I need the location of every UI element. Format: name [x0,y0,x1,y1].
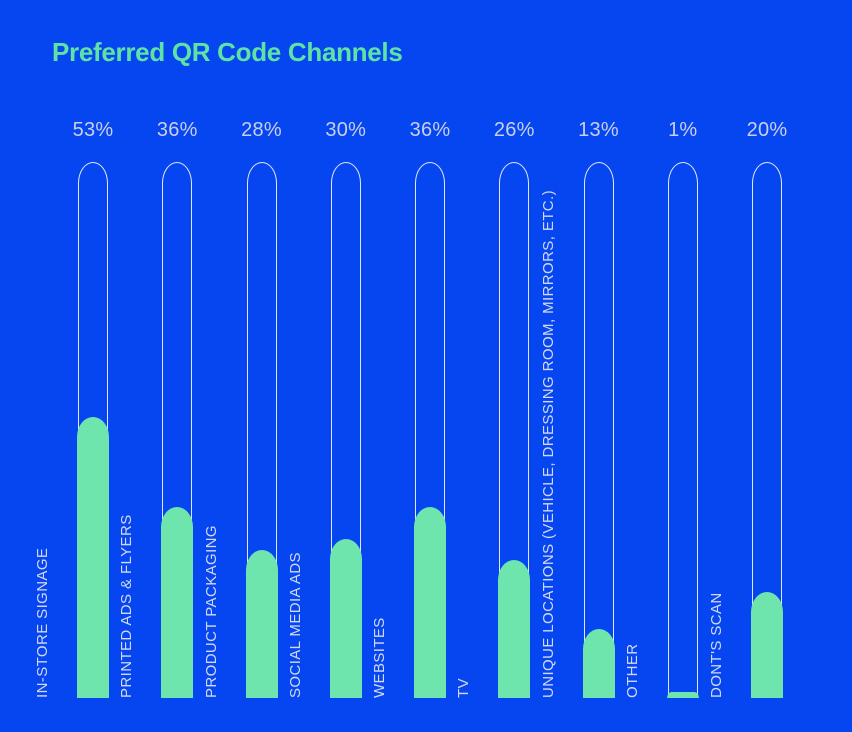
bar-category-label: WEBSITES [371,617,388,698]
bar-tube [499,162,530,698]
bar-category-label: TV [455,678,473,698]
bar-fill [161,507,194,698]
bar-value-label: 26% [493,119,535,141]
bar-fill [77,417,109,698]
bar-value-label: 36% [156,119,198,141]
bar-tube [667,162,698,698]
bar-value-label: 20% [746,119,788,141]
bar-value-label: 53% [72,119,114,141]
bar-value-label: 1% [668,119,698,141]
bar-category-label: DONT'S SCAN [708,592,725,698]
bar-value-label: 30% [325,119,367,141]
bar-tube [752,162,782,698]
bar-fill [245,550,278,698]
bar-fill [582,629,615,698]
bar-category-label: OTHER [623,643,641,699]
bar-tube [246,162,277,698]
bar-tube [330,162,361,698]
bar-fill [751,592,783,698]
bar-value-label: 28% [241,119,282,141]
bar-category-label: SOCIAL MEDIA ADS [286,552,304,698]
bar-value-label: 36% [409,119,451,141]
bar-fill [666,692,699,698]
bar-fill [329,539,362,698]
bar-category-label: PRINTED ADS & FLYERS [118,514,136,698]
bar-tube [583,162,614,698]
bar-value-label: 13% [578,119,619,141]
bar-fill [498,560,531,698]
bar-tube [415,162,445,698]
bar-category-label: PRODUCT PACKAGING [202,525,220,698]
chart-title: Preferred QR Code Channels [52,37,403,67]
bar-category-label: UNIQUE LOCATIONS (VEHICLE, DRESSING ROOM… [539,189,557,698]
bar-fill [414,507,446,698]
bar-category-label: IN-STORE SIGNAGE [34,547,51,698]
bar-tube [162,162,193,698]
